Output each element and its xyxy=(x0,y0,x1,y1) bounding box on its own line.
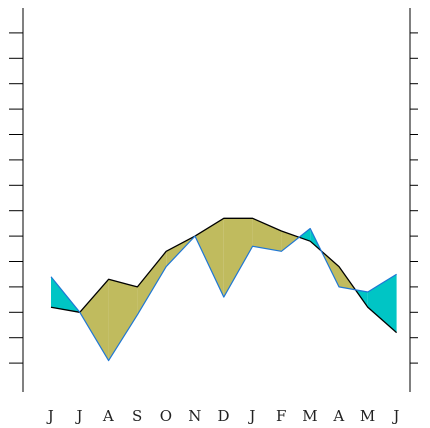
x-tick-label: D xyxy=(218,407,231,425)
x-tick-label: F xyxy=(276,407,287,425)
axes xyxy=(9,8,418,392)
x-tick-label: O xyxy=(160,407,173,425)
series-line-2 xyxy=(50,227,397,362)
series-line-1 xyxy=(50,217,398,334)
series-lines xyxy=(50,217,398,362)
difference-fill xyxy=(367,274,397,333)
x-tick-label: J xyxy=(247,407,256,425)
x-tick-label: J xyxy=(46,407,55,425)
x-tick-label: S xyxy=(132,407,143,425)
x-tick-label: J xyxy=(75,407,84,425)
x-tick-label: A xyxy=(102,407,114,425)
x-tick-label: M xyxy=(302,407,318,425)
difference-fills xyxy=(51,218,397,361)
difference-fill xyxy=(79,279,109,361)
difference-fill xyxy=(223,218,253,298)
difference-fill xyxy=(108,279,138,361)
difference-fill xyxy=(195,218,224,298)
x-tick-label: J xyxy=(391,407,400,425)
x-tick-label: M xyxy=(360,407,376,425)
difference-fill xyxy=(137,251,167,315)
x-tick-label: N xyxy=(188,407,202,425)
difference-fill xyxy=(252,218,282,252)
x-tick-label: A xyxy=(332,407,344,425)
y-ticks xyxy=(9,32,418,364)
